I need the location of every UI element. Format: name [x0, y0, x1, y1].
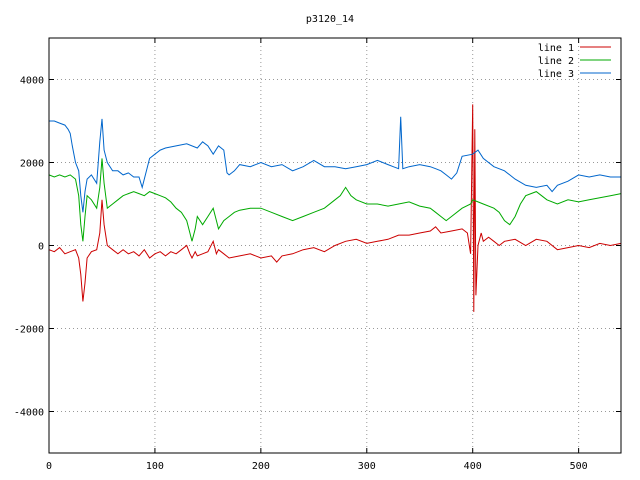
legend-label-3: line 3 — [538, 69, 574, 80]
x-tick-label: 400 — [464, 461, 482, 472]
y-tick-label: -4000 — [14, 408, 44, 419]
chart-title: p3120_14 — [306, 14, 354, 25]
x-tick-label: 300 — [358, 461, 376, 472]
x-tick-label: 200 — [252, 461, 270, 472]
series-line-1 — [48, 104, 622, 312]
series-line-2 — [48, 158, 622, 242]
legend-label-2: line 2 — [538, 56, 574, 67]
axis-ticks: 0 100 200 300 400 500 -4000 -2000 0 2000 4000 — [14, 38, 621, 472]
y-tick-label: 0 — [38, 242, 44, 253]
y-tick-label: 2000 — [20, 159, 44, 170]
y-tick-label: -2000 — [14, 325, 44, 336]
legend-label-1: line 1 — [538, 43, 574, 54]
x-tick-label: 100 — [146, 461, 164, 472]
series-line-3 — [49, 116, 621, 213]
series-group — [48, 104, 622, 312]
y-tick-label: 4000 — [20, 76, 44, 87]
legend: line 1 line 2 line 3 — [538, 43, 611, 80]
plot-border — [48, 37, 622, 454]
x-tick-label: 0 — [46, 461, 52, 472]
x-tick-label: 500 — [570, 461, 588, 472]
